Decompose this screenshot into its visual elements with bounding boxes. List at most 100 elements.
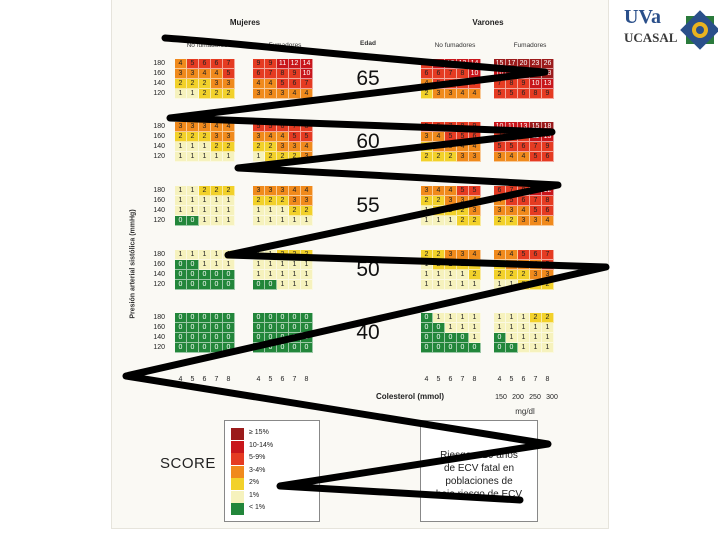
logo-line-2: UCASAL xyxy=(624,30,678,45)
risk-cell: 1 xyxy=(289,260,301,270)
risk-cell: 2 xyxy=(469,270,481,280)
cholesterol-tick-label: 8 xyxy=(472,376,477,383)
risk-cell: 0 xyxy=(175,333,187,343)
risk-cell: 1 xyxy=(433,280,445,290)
cholesterol-tick-label: 4 xyxy=(256,376,261,383)
risk-cell: 0 xyxy=(175,343,187,353)
risk-cell: 4 xyxy=(457,89,469,99)
risk-cell: 2 xyxy=(223,142,235,152)
risk-cell: 1 xyxy=(253,260,265,270)
risk-cell: 1 xyxy=(421,280,433,290)
bp-tick-label: 160 xyxy=(153,261,165,268)
bp-tick-label: 160 xyxy=(153,197,165,204)
risk-cell: 0 xyxy=(289,323,301,333)
risk-cell: 6 xyxy=(211,59,223,69)
risk-cell: 2 xyxy=(433,196,445,206)
risk-cell: 1 xyxy=(175,152,187,162)
risk-cell: 2 xyxy=(211,142,223,152)
risk-cell: 4 xyxy=(199,69,211,79)
risk-cell: 2 xyxy=(542,280,554,290)
risk-cell: 1 xyxy=(277,216,289,226)
risk-cell: 0 xyxy=(187,216,199,226)
bp-tick-label: 120 xyxy=(153,153,165,160)
x-axis-label: Colesterol (mmol) xyxy=(375,392,444,401)
risk-cell: 8 xyxy=(542,196,554,206)
risk-cell: 8 xyxy=(530,89,542,99)
risk-cell: 3 xyxy=(530,216,542,226)
risk-cell: 3 xyxy=(433,89,445,99)
risk-cell: 6 xyxy=(518,196,530,206)
risk-cell: 3 xyxy=(253,186,265,196)
risk-cell: 1 xyxy=(187,152,199,162)
risk-cell: 5 xyxy=(469,186,481,196)
risk-cell: 1 xyxy=(530,323,542,333)
risk-cell: 0 xyxy=(301,343,313,353)
risk-cell: 5 xyxy=(265,122,277,132)
risk-cell: 4 xyxy=(211,122,223,132)
risk-cell: 2 xyxy=(457,216,469,226)
risk-cell: 7 xyxy=(494,79,506,89)
bp-tick-label: 140 xyxy=(153,80,165,87)
risk-cell: 1 xyxy=(542,333,554,343)
risk-cell: 2 xyxy=(421,152,433,162)
risk-cell: 0 xyxy=(301,313,313,323)
risk-cell: 3 xyxy=(289,196,301,206)
risk-cell: 1 xyxy=(421,270,433,280)
risk-cell: 0 xyxy=(433,323,445,333)
risk-cell: 1 xyxy=(253,270,265,280)
risk-cell: 0 xyxy=(433,343,445,353)
risk-cell: 1 xyxy=(469,280,481,290)
risk-cell: 1 xyxy=(175,196,187,206)
risk-cell: 1 xyxy=(457,280,469,290)
cholesterol-tick-label: 5 xyxy=(436,376,441,383)
risk-cell: 1 xyxy=(253,152,265,162)
legend-swatch xyxy=(231,453,244,465)
cholesterol-tick-label: 8 xyxy=(226,376,231,383)
risk-cell: 1 xyxy=(199,250,211,260)
risk-cell: 1 xyxy=(530,343,542,353)
risk-cell: 4 xyxy=(542,216,554,226)
risk-cell: 5 xyxy=(530,206,542,216)
risk-cell: 0 xyxy=(277,323,289,333)
risk-cell: 1 xyxy=(421,216,433,226)
risk-cell: 5 xyxy=(223,69,235,79)
mgdl-tick-label: 150 xyxy=(495,394,507,401)
risk-cell: 2 xyxy=(175,79,187,89)
risk-cell: 0 xyxy=(199,313,211,323)
risk-cell: 3 xyxy=(175,122,187,132)
risk-cell: 0 xyxy=(253,313,265,323)
risk-cell: 2 xyxy=(469,216,481,226)
risk-cell: 4 xyxy=(265,132,277,142)
risk-cell: 6 xyxy=(289,79,301,89)
risk-cell: 1 xyxy=(518,333,530,343)
legend-swatch xyxy=(231,428,244,440)
risk-cell: 1 xyxy=(518,343,530,353)
risk-cell: 4 xyxy=(518,152,530,162)
risk-cell: 1 xyxy=(277,260,289,270)
mgdl-tick-label: 250 xyxy=(529,394,541,401)
risk-cell: 1 xyxy=(506,323,518,333)
cholesterol-tick-label: 6 xyxy=(521,376,526,383)
risk-cell: 1 xyxy=(211,152,223,162)
risk-cell: 0 xyxy=(223,333,235,343)
age-label-60: 60 xyxy=(356,130,380,153)
risk-cell: 0 xyxy=(175,216,187,226)
risk-cell: 12 xyxy=(289,59,301,69)
risk-cell: 4 xyxy=(445,186,457,196)
cholesterol-tick-label: 5 xyxy=(509,376,514,383)
risk-cell: 2 xyxy=(265,142,277,152)
risk-cell: 5 xyxy=(187,59,199,69)
legend-label: 1% xyxy=(249,491,260,499)
risk-cell: 1 xyxy=(187,142,199,152)
risk-cell: 0 xyxy=(277,343,289,353)
bp-tick-label: 120 xyxy=(153,281,165,288)
legend-swatch xyxy=(231,478,244,490)
risk-cell: 1 xyxy=(175,206,187,216)
risk-cell: 2 xyxy=(199,132,211,142)
risk-cell: 4 xyxy=(175,59,187,69)
risk-cell: 0 xyxy=(457,333,469,343)
risk-cell: 6 xyxy=(518,142,530,152)
risk-cell: 1 xyxy=(265,260,277,270)
bp-tick-label: 160 xyxy=(153,70,165,77)
risk-cell: 1 xyxy=(187,206,199,216)
